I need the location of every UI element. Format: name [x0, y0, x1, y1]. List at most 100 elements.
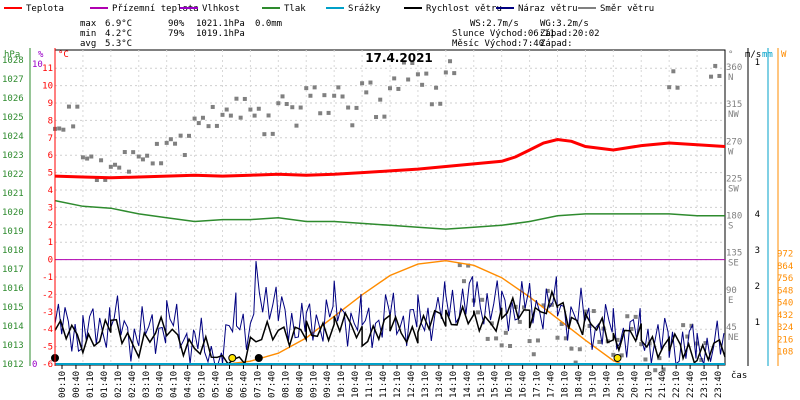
tick-hpa: 1023	[2, 151, 24, 161]
tick-hpa: 1028	[2, 56, 24, 66]
wind-direction-point	[699, 357, 704, 362]
tick-time: 22:10	[672, 371, 682, 398]
wind-direction-point	[597, 339, 602, 344]
wind-direction-point	[126, 169, 131, 174]
tick-time: 15:40	[491, 371, 501, 398]
tick-celsius: -2	[42, 290, 53, 300]
wind-direction-point	[591, 309, 596, 314]
tick-time: 07:10	[253, 371, 263, 398]
wind-direction-point	[563, 336, 568, 341]
tick-celsius: 10	[42, 82, 53, 92]
legend-label: Teplota	[26, 4, 64, 14]
tick-celsius: -1	[42, 273, 53, 283]
wind-direction-point	[443, 70, 448, 75]
legend: Teplota Přízemní teplota Vlhkost Tlak Srážky…	[4, 4, 654, 14]
stat-humidity: 79%	[168, 29, 185, 39]
wind-direction-point	[368, 80, 373, 85]
wind-direction-point	[238, 115, 243, 120]
event-marker	[228, 354, 237, 362]
tick-time: 06:10	[226, 371, 236, 398]
tick-time: 07:40	[267, 371, 277, 398]
wind-direction-point	[248, 107, 253, 112]
wind-direction-point	[290, 105, 295, 110]
wind-direction-point	[99, 158, 104, 163]
tick-direction: SW	[728, 184, 739, 194]
tick-celsius: 3	[48, 203, 53, 213]
wind-direction-point	[657, 356, 662, 361]
tick-w: 108	[777, 348, 793, 358]
wind-direction-point	[499, 343, 504, 348]
axis-x-unit: čas	[731, 370, 747, 381]
wind-direction-point	[308, 93, 313, 98]
wind-direction-point	[374, 115, 379, 120]
wind-direction-point	[276, 101, 281, 106]
wind-direction-point	[671, 69, 676, 74]
tick-celsius: -3	[42, 308, 53, 318]
tick-degree: 270	[726, 137, 742, 147]
tick-time: 19:10	[588, 371, 598, 398]
stat-rain: 0.0mm	[255, 19, 282, 29]
tick-direction: N	[728, 73, 733, 83]
wind-direction-point	[625, 314, 630, 319]
plot-area	[51, 49, 726, 373]
tick-degree: 135	[726, 249, 742, 259]
wind-direction-point	[681, 323, 686, 328]
wind-direction-point	[424, 71, 429, 76]
wind-direction-point	[522, 305, 526, 310]
wind-direction-point	[587, 323, 592, 328]
wind-direction-point	[545, 288, 550, 293]
tick-time: 13:40	[435, 371, 445, 398]
axis-ms-title: m/s	[745, 50, 761, 60]
tick-time: 12:10	[393, 371, 403, 398]
wind-direction-point	[388, 86, 392, 91]
tick-hpa: 1015	[2, 303, 24, 313]
wind-direction-point	[234, 96, 239, 101]
tick-time: 04:10	[170, 371, 180, 398]
tick-time: 08:10	[281, 371, 291, 398]
tick-hpa: 1024	[2, 132, 24, 142]
wind-direction-point	[629, 326, 634, 331]
tick-time: 08:40	[295, 371, 305, 398]
stat-wind-gust: WG:3.2m/s	[540, 19, 589, 29]
tick-time: 05:10	[198, 371, 208, 398]
tick-degree: 180	[726, 212, 742, 222]
stat-wind-speed: WS:2.7m/s	[470, 19, 519, 29]
wind-direction-point	[192, 116, 197, 121]
wind-direction-point	[89, 154, 94, 159]
series-pressure-line	[54, 199, 725, 230]
tick-time: 01:10	[86, 371, 96, 398]
tick-time: 02:40	[128, 371, 138, 398]
wind-direction-point	[448, 59, 453, 64]
wind-direction-point	[535, 338, 540, 343]
wind-direction-point	[66, 104, 71, 109]
wind-direction-point	[298, 105, 303, 110]
tick-w: 216	[777, 335, 793, 345]
tick-celsius: 9	[48, 99, 53, 109]
wind-direction-point	[667, 85, 672, 90]
wind-direction-point	[569, 346, 574, 351]
tick-celsius: 6	[48, 151, 53, 161]
tick-celsius: -6	[42, 360, 53, 370]
wind-direction-point	[346, 105, 351, 110]
tick-celsius: 4	[48, 186, 53, 196]
wind-direction-point	[312, 85, 317, 90]
wind-direction-point	[527, 339, 532, 344]
wind-direction-point	[113, 162, 118, 167]
wind-direction-point	[262, 132, 267, 137]
series-temperature-line	[54, 137, 726, 180]
tick-w: 648	[777, 286, 793, 296]
tick-time: 10:10	[337, 371, 347, 398]
legend-label: Směr větru	[600, 4, 654, 14]
tick-hpa: 1021	[2, 189, 24, 199]
legend-label: Tlak	[284, 4, 306, 14]
wind-direction-point	[150, 161, 155, 166]
tick-time: 09:40	[323, 371, 333, 398]
tick-direction: SE	[728, 259, 739, 269]
wind-direction-point	[559, 321, 564, 326]
legend-label: Přízemní teplota	[112, 4, 199, 14]
tick-pct: 10	[32, 60, 43, 70]
legend-label: Rychlost větru	[426, 4, 502, 14]
legend-label: Srážky	[348, 4, 381, 14]
tick-time: 01:40	[100, 371, 110, 398]
